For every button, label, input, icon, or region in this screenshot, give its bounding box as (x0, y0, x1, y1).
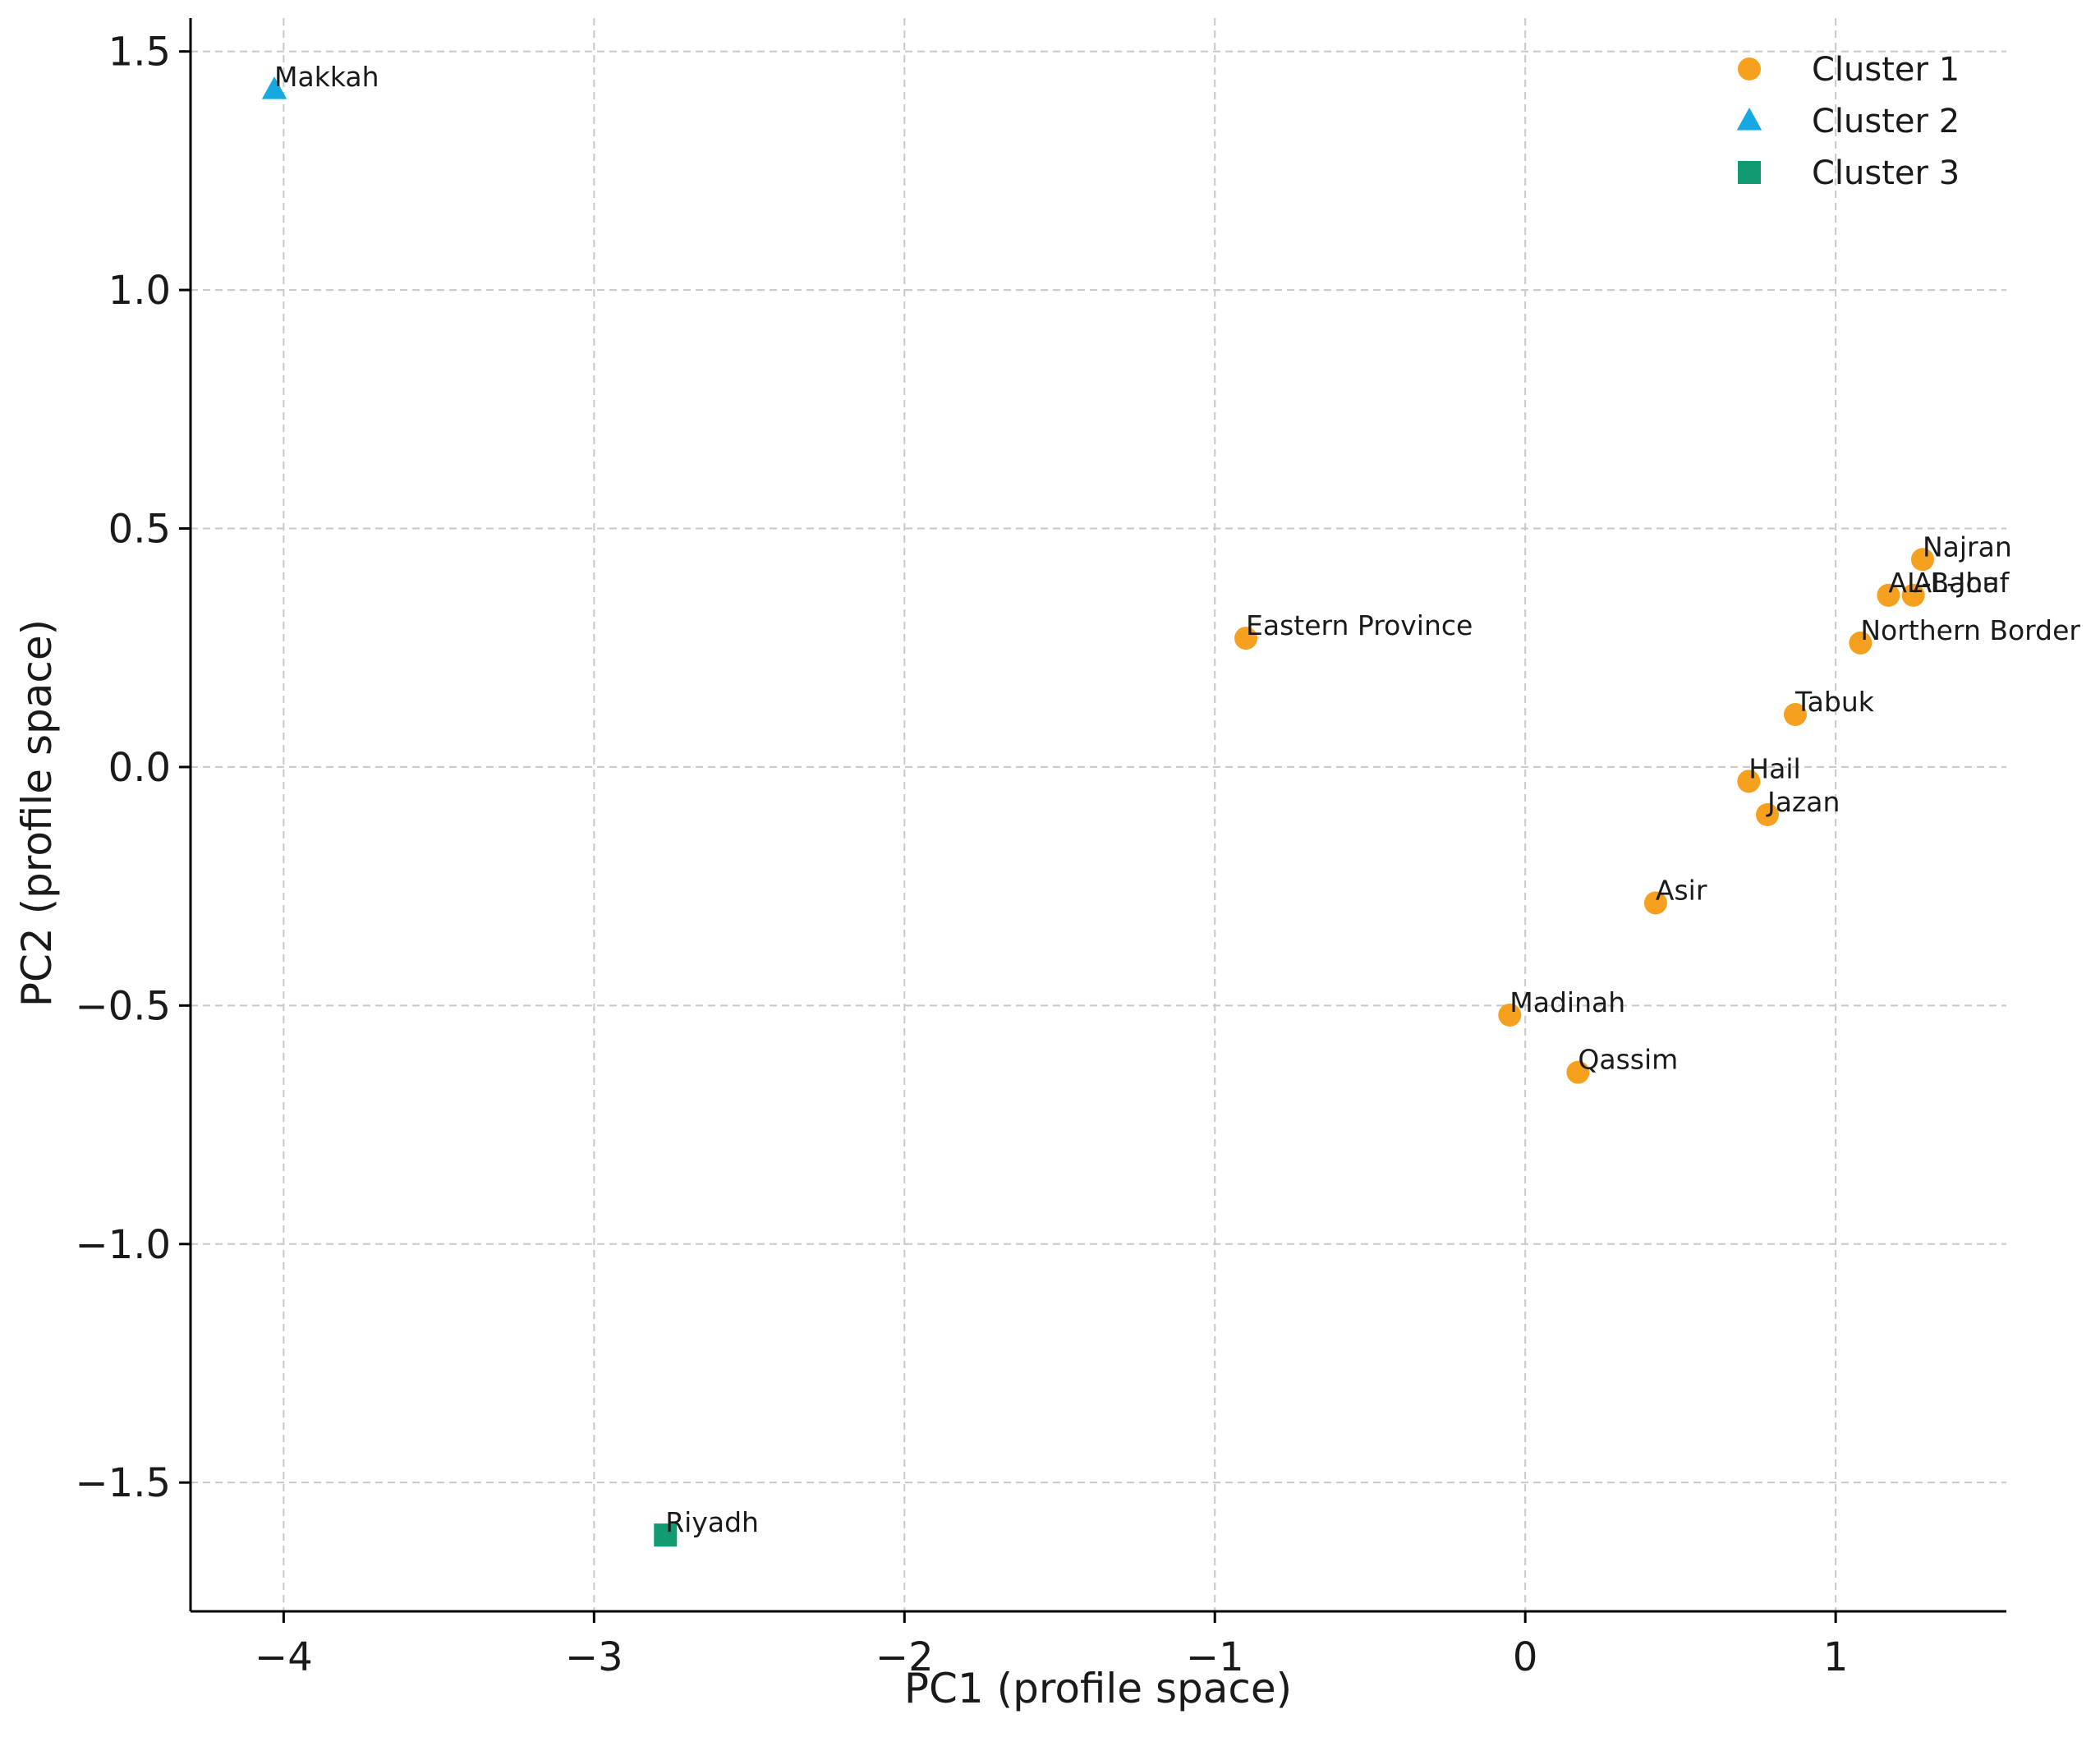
data-point (1849, 631, 1873, 655)
legend-label: Cluster 1 (1812, 51, 1960, 89)
point-label: Madinah (1510, 986, 1625, 1018)
x-tick-label: 1 (1823, 1634, 1849, 1680)
point-label: AL-Jouf (1914, 567, 2010, 599)
data-point (654, 1523, 678, 1547)
y-tick-label: 1.5 (108, 30, 171, 76)
point-label: AL-Baha (1888, 567, 1999, 599)
legend-marker (1738, 57, 1761, 80)
legend-marker (1736, 108, 1762, 131)
x-tick-label: −4 (255, 1634, 313, 1680)
data-point (1910, 548, 1934, 572)
point-label: Qassim (1578, 1044, 1678, 1076)
point-label: Tabuk (1794, 686, 1875, 718)
point-label: Jazan (1766, 786, 1840, 818)
x-tick-label: −2 (875, 1634, 934, 1680)
x-tick-label: 0 (1513, 1634, 1538, 1680)
point-label: Asir (1656, 874, 1707, 906)
x-axis-title: PC1 (profile space) (904, 1665, 1292, 1712)
data-point (1234, 627, 1258, 650)
point-label: Riyadh (665, 1506, 759, 1538)
y-tick-label: −1.5 (75, 1460, 171, 1506)
data-point (1783, 703, 1807, 727)
legend-marker (1738, 161, 1761, 184)
data-point (1737, 770, 1761, 793)
x-tick-label: −1 (1186, 1634, 1244, 1680)
data-point (1498, 1003, 1522, 1027)
data-point (1566, 1060, 1590, 1084)
data-point (1901, 583, 1925, 607)
y-tick-label: 0.5 (108, 506, 171, 552)
data-point (1877, 583, 1900, 607)
legend-label: Cluster 2 (1812, 103, 1960, 140)
grid-layer (191, 18, 2006, 1611)
point-label: Najran (1923, 531, 2012, 563)
points-layer (261, 76, 1934, 1547)
point-label: Eastern Province (1246, 609, 1473, 641)
point-label: Makkah (274, 61, 379, 93)
y-tick-label: −1.0 (75, 1222, 171, 1268)
data-point (1643, 891, 1667, 915)
data-point (261, 76, 287, 99)
point-label: Hail (1748, 752, 1800, 784)
point-label: Northern Border (1860, 614, 2080, 646)
y-tick-label: 0.0 (108, 745, 171, 791)
y-axis-title: PC2 (profile space) (13, 619, 61, 1007)
legend: Cluster 1 Cluster 2 Cluster 3 (1736, 51, 1960, 192)
y-tick-label: 1.0 (108, 268, 171, 314)
legend-label: Cluster 3 (1812, 154, 1960, 192)
data-point (1755, 803, 1779, 826)
y-tick-label: −0.5 (75, 983, 171, 1029)
ticks-layer: −4 −3 −2 −1 0 1 1.5 1.0 0.5 0.0 −0.5 −1.0 −1.5 (75, 30, 1848, 1680)
x-tick-label: −3 (565, 1634, 623, 1680)
axes-layer (189, 18, 2006, 1613)
